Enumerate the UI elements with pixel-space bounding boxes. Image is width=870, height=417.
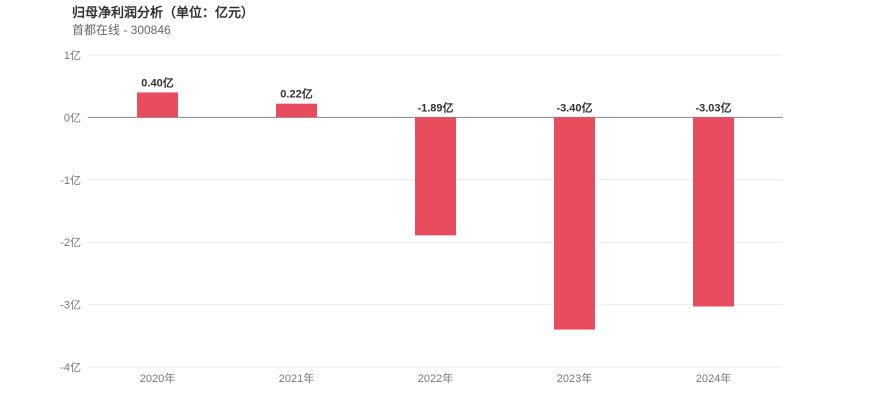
bar — [415, 117, 456, 236]
data-label: -3.40亿 — [556, 100, 592, 114]
x-tick-label: 2024年 — [696, 371, 731, 385]
data-label: 0.40亿 — [141, 75, 173, 89]
y-axis-ticks: 1亿 0亿 -1亿 -2亿 -3亿 -4亿 — [60, 49, 81, 374]
data-labels: 0.40亿 0.22亿 -1.89亿 -3.40亿 -3.03亿 — [141, 75, 731, 114]
data-label: -1.89亿 — [417, 100, 453, 114]
x-tick-label: 2020年 — [140, 371, 175, 385]
x-tick-label: 2022年 — [418, 371, 453, 385]
y-tick-label: 1亿 — [64, 49, 81, 62]
x-axis-ticks: 2020年 2021年 2022年 2023年 2024年 — [140, 371, 731, 385]
grid-lines — [88, 54, 783, 368]
y-tick-label: -3亿 — [60, 299, 81, 312]
bar — [137, 92, 178, 118]
bars — [137, 92, 734, 330]
x-tick-label: 2023年 — [557, 371, 592, 385]
x-tick-label: 2021年 — [279, 371, 314, 385]
bar — [276, 103, 317, 118]
data-label: 0.22亿 — [280, 87, 312, 101]
data-label: -3.03亿 — [695, 100, 731, 114]
bar — [554, 117, 595, 330]
chart-title: 归母净利润分析（单位：亿元） — [72, 5, 255, 20]
y-tick-label: -2亿 — [60, 236, 81, 249]
y-tick-label: 0亿 — [64, 111, 81, 124]
y-tick-label: -4亿 — [60, 361, 81, 374]
y-tick-label: -1亿 — [60, 174, 81, 187]
chart-subtitle: 首都在线 - 300846 — [72, 23, 171, 37]
bar — [693, 117, 734, 307]
